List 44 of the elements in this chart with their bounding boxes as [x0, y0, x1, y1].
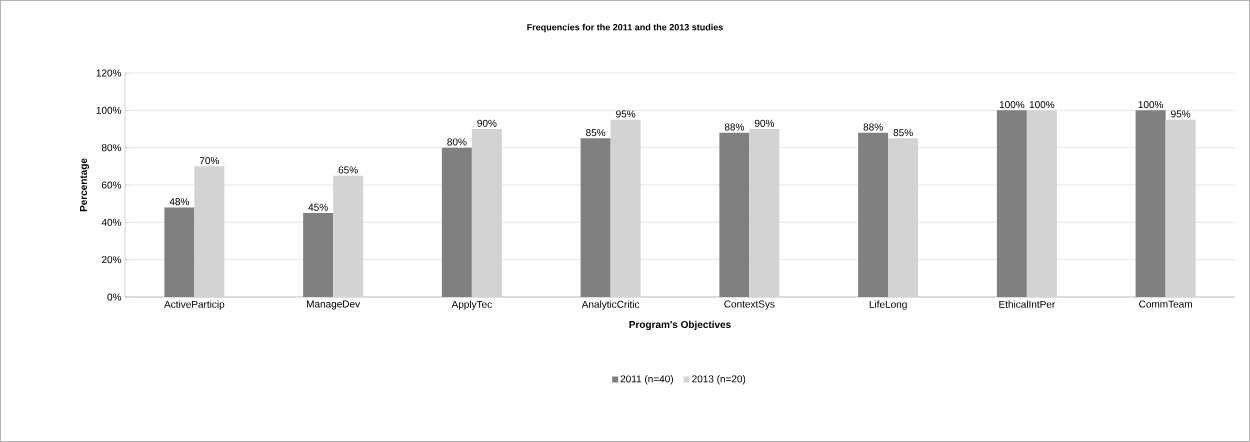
data-label: 90% — [477, 119, 497, 127]
y-tick-label: 120% — [96, 69, 122, 77]
y-tick-label: 60% — [101, 181, 122, 189]
legend-label: 2011 (n=40) — [620, 375, 673, 385]
data-label: 95% — [1171, 110, 1191, 118]
legend-label: 2013 (n=20) — [692, 375, 746, 385]
x-axis-title: Program's Objectives — [629, 320, 731, 331]
y-tick-label: 100% — [96, 106, 122, 114]
bar — [1165, 119, 1196, 297]
y-tick-label: 40% — [101, 218, 122, 226]
bar — [1026, 110, 1057, 297]
bar — [610, 119, 641, 297]
y-tick-label: 20% — [101, 256, 122, 264]
y-tick-label: 80% — [101, 144, 122, 152]
data-label: 80% — [447, 138, 467, 146]
data-label: 100% — [999, 101, 1025, 109]
data-label: 100% — [1138, 101, 1164, 109]
x-tick-label: ActiveParticip — [164, 300, 225, 310]
data-label: 100% — [1029, 101, 1055, 109]
bar — [194, 166, 225, 297]
bar — [333, 175, 364, 297]
data-label: 48% — [169, 198, 190, 206]
bar — [471, 129, 502, 297]
data-label: 70% — [199, 157, 220, 165]
data-label: 65% — [338, 166, 358, 174]
y-tick-label: 0% — [107, 293, 122, 301]
data-label: 95% — [616, 110, 636, 118]
data-label: 88% — [863, 123, 883, 131]
data-label: 90% — [754, 119, 775, 127]
data-label: 85% — [893, 129, 913, 137]
x-tick-label: CommTeam — [1139, 300, 1192, 308]
bar — [888, 138, 919, 297]
x-tick-label: ContextSys — [724, 300, 775, 310]
x-tick-label: LifeLong — [869, 300, 907, 310]
data-label: 45% — [308, 203, 328, 211]
x-tick-label: ApplyTec — [451, 300, 492, 310]
data-label: 88% — [724, 123, 745, 131]
x-tick-label: ManageDev — [306, 300, 361, 310]
y-axis-title: Percentage — [80, 158, 90, 212]
x-tick-label: AnalyticCritic — [581, 300, 640, 310]
bar — [749, 129, 780, 297]
x-tick-label: EthicalIntPer — [999, 300, 1056, 308]
chart-title: Frequencies for the 2011 and the 2013 studies — [527, 23, 723, 33]
data-label: 85% — [586, 129, 606, 137]
